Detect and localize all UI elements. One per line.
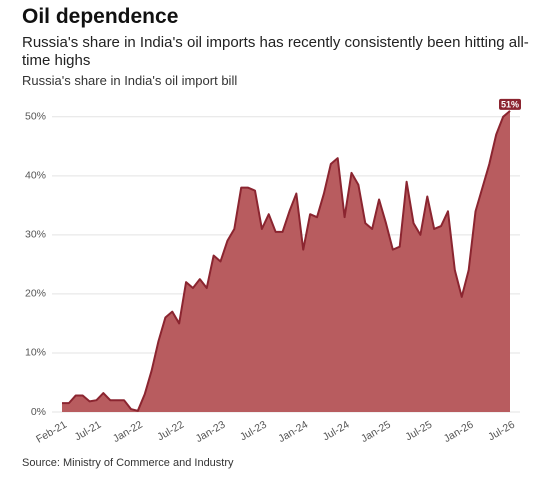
value-label-bg (499, 98, 521, 110)
x-tick-label: Jul-21 (73, 419, 104, 444)
x-tick-label: Jan-26 (442, 419, 476, 446)
x-tick-label: Jan-24 (276, 419, 310, 446)
y-tick-label: 20% (25, 288, 46, 300)
x-tick-label: Jan-22 (111, 419, 145, 446)
source: Source: Ministry of Commerce and Industr… (22, 457, 234, 469)
y-tick-label: 40% (25, 170, 46, 182)
x-tick-label: Feb-21 (34, 419, 69, 446)
x-tick-label: Jan-23 (194, 419, 228, 446)
subtitle: Russia's share in India's oil imports ha… (22, 34, 529, 69)
x-tick-label: Jul-22 (155, 419, 186, 444)
line (62, 110, 511, 412)
x-tick-label: Jul-25 (403, 419, 434, 444)
title: Oil dependence (22, 5, 179, 28)
y-tick-label: 50% (25, 111, 46, 123)
y-tick-label: 30% (25, 229, 46, 241)
area (62, 110, 510, 413)
chart-title: Russia's share in India's oil import bil… (22, 73, 238, 88)
x-tick-label: Jan-25 (359, 419, 393, 446)
chart: 0% 10% 20% 30% 40% 50% Feb-21 Jul-21 Jan-22 Jul-2… (25, 98, 521, 446)
y-tick-label: 10% (25, 347, 46, 359)
x-tick-label: Jul-24 (321, 419, 352, 444)
value-label: 51% (501, 99, 519, 109)
y-tick-label: 0% (31, 406, 46, 418)
x-tick-label: Jul-26 (486, 419, 517, 444)
x-tick-label: Jul-23 (238, 419, 269, 444)
